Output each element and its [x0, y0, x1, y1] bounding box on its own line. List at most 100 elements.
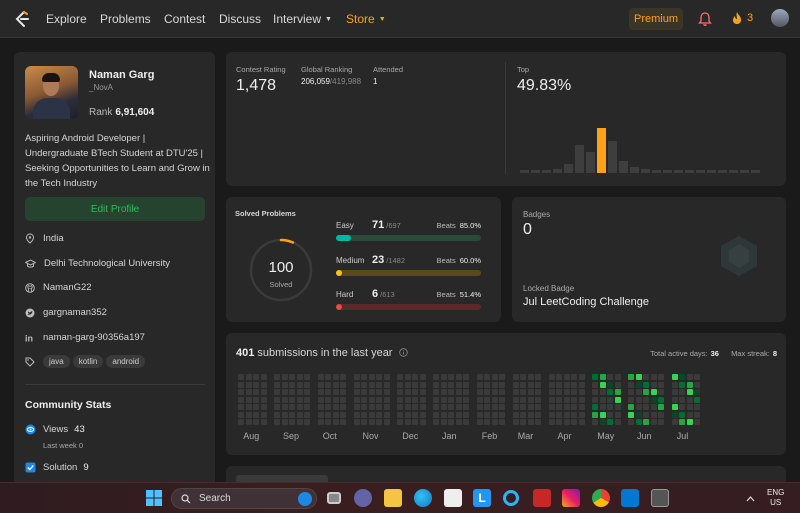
histogram-bar[interactable] — [674, 170, 683, 173]
heatmap-cell[interactable] — [383, 411, 390, 418]
heatmap-cell[interactable] — [694, 396, 700, 403]
nav-contest[interactable]: Contest — [164, 12, 206, 26]
heatmap-cell[interactable] — [571, 396, 577, 403]
heatmap-cell[interactable] — [643, 411, 649, 418]
heatmap-cell[interactable] — [556, 389, 562, 395]
heatmap-cell[interactable] — [679, 396, 685, 403]
heatmap-cell[interactable] — [317, 381, 324, 388]
heatmap-cell[interactable] — [397, 381, 403, 388]
heatmap-cell[interactable] — [635, 381, 642, 388]
heatmap-cell[interactable] — [353, 374, 360, 380]
heatmap-cell[interactable] — [484, 404, 490, 410]
heatmap-cell[interactable] — [643, 396, 649, 403]
heatmap-cell[interactable] — [455, 374, 462, 380]
heatmap-cell[interactable] — [650, 411, 657, 418]
heatmap-cell[interactable] — [658, 404, 664, 410]
heatmap-cell[interactable] — [512, 396, 519, 403]
heatmap-cell[interactable] — [245, 419, 252, 425]
heatmap-cell[interactable] — [433, 419, 439, 425]
heatmap-cell[interactable] — [304, 411, 310, 418]
heatmap-cell[interactable] — [463, 381, 469, 388]
heatmap-cell[interactable] — [238, 411, 244, 418]
heatmap-cell[interactable] — [679, 404, 685, 410]
heatmap-cell[interactable] — [296, 374, 303, 380]
heatmap-cell[interactable] — [368, 374, 375, 380]
heatmap-cell[interactable] — [527, 389, 534, 395]
heatmap-cell[interactable] — [578, 381, 585, 388]
heatmap-cell[interactable] — [353, 419, 360, 425]
heatmap-cell[interactable] — [607, 381, 613, 388]
heatmap-cell[interactable] — [592, 381, 598, 388]
heatmap-cell[interactable] — [614, 396, 621, 403]
heatmap-cell[interactable] — [556, 411, 562, 418]
histogram-bar[interactable] — [564, 164, 573, 173]
heatmap-cell[interactable] — [499, 411, 505, 418]
heatmap-cell[interactable] — [281, 396, 288, 403]
heatmap-cell[interactable] — [599, 396, 606, 403]
heatmap-cell[interactable] — [340, 389, 346, 395]
heatmap-cell[interactable] — [289, 404, 295, 410]
teams-chat-icon[interactable] — [354, 489, 372, 507]
heatmap-cell[interactable] — [440, 419, 447, 425]
nav-discuss[interactable]: Discuss — [219, 12, 262, 26]
heatmap-cell[interactable] — [376, 396, 382, 403]
heatmap-cell[interactable] — [238, 404, 244, 410]
heatmap-cell[interactable] — [448, 404, 454, 410]
heatmap-cell[interactable] — [571, 389, 577, 395]
heatmap-cell[interactable] — [476, 404, 483, 410]
heatmap-cell[interactable] — [304, 389, 310, 395]
heatmap-cell[interactable] — [628, 404, 634, 410]
locked-badge-icon[interactable] — [717, 234, 761, 278]
heatmap-cell[interactable] — [383, 381, 390, 388]
heatmap-cell[interactable] — [650, 396, 657, 403]
heatmap-cell[interactable] — [476, 381, 483, 388]
heatmap-cell[interactable] — [614, 411, 621, 418]
skill-tag[interactable]: android — [106, 355, 146, 368]
histogram-bar[interactable] — [542, 170, 551, 173]
heatmap-cell[interactable] — [614, 381, 621, 388]
heatmap-cell[interactable] — [361, 411, 367, 418]
heatmap-cell[interactable] — [433, 404, 439, 410]
heatmap-cell[interactable] — [694, 389, 700, 395]
heatmap-cell[interactable] — [548, 411, 555, 418]
heatmap-cell[interactable] — [289, 381, 295, 388]
heatmap-cell[interactable] — [419, 419, 426, 425]
heatmap-cell[interactable] — [650, 404, 657, 410]
heatmap-cell[interactable] — [628, 411, 634, 418]
heatmap-cell[interactable] — [548, 381, 555, 388]
heatmap-cell[interactable] — [260, 419, 267, 425]
linkedin-link[interactable]: naman-garg-90356a197 — [43, 332, 145, 343]
heatmap-cell[interactable] — [592, 404, 598, 410]
heatmap-cell[interactable] — [484, 381, 490, 388]
heatmap-cell[interactable] — [548, 404, 555, 410]
heatmap-cell[interactable] — [527, 419, 534, 425]
histogram-bar[interactable] — [597, 128, 606, 173]
heatmap-cell[interactable] — [694, 404, 700, 410]
heatmap-cell[interactable] — [520, 404, 526, 410]
heatmap-cell[interactable] — [658, 389, 664, 395]
heatmap-cell[interactable] — [433, 411, 439, 418]
heatmap-cell[interactable] — [361, 396, 367, 403]
heatmap-cell[interactable] — [412, 381, 418, 388]
heatmap-cell[interactable] — [404, 411, 411, 418]
heatmap-cell[interactable] — [253, 411, 259, 418]
histogram-bar[interactable] — [575, 145, 584, 173]
heatmap-cell[interactable] — [599, 404, 606, 410]
nav-store[interactable]: Store ▼ — [346, 12, 386, 26]
heatmap-cell[interactable] — [340, 419, 346, 425]
heatmap-cell[interactable] — [412, 404, 418, 410]
histogram-bar[interactable] — [520, 170, 529, 173]
heatmap-cell[interactable] — [607, 374, 613, 380]
heatmap-cell[interactable] — [563, 419, 570, 425]
heatmap-cell[interactable] — [404, 396, 411, 403]
heatmap-cell[interactable] — [448, 411, 454, 418]
heatmap-cell[interactable] — [671, 381, 678, 388]
heatmap-cell[interactable] — [535, 374, 541, 380]
heatmap-cell[interactable] — [635, 404, 642, 410]
heatmap-cell[interactable] — [332, 381, 339, 388]
heatmap-cell[interactable] — [274, 381, 280, 388]
heatmap-cell[interactable] — [463, 374, 469, 380]
heatmap-cell[interactable] — [317, 389, 324, 395]
heatmap-cell[interactable] — [686, 389, 693, 395]
heatmap-cell[interactable] — [260, 381, 267, 388]
